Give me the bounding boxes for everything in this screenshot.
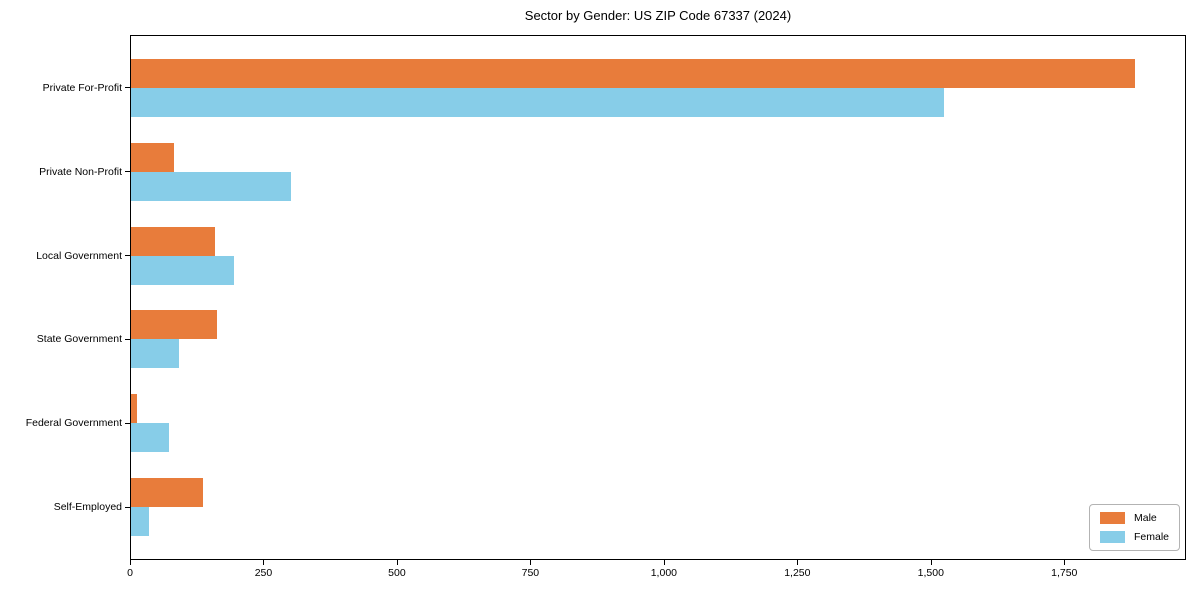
bar-rows — [131, 36, 1185, 559]
y-tick-mark — [125, 422, 130, 424]
x-axis-label: 750 — [521, 567, 540, 579]
bar-female-4 — [131, 423, 169, 453]
bar-male-4 — [131, 394, 137, 424]
legend-label-male: Male — [1133, 512, 1157, 524]
bar-group — [131, 297, 1185, 381]
bar-group — [131, 214, 1185, 298]
x-tick-mark — [930, 560, 932, 565]
x-tick-mark — [530, 560, 532, 565]
bar-group — [131, 46, 1185, 130]
bar-female-5 — [131, 507, 149, 537]
legend-entry: Male — [1099, 512, 1169, 524]
x-tick-mark — [396, 560, 398, 565]
x-axis-label: 0 — [127, 567, 133, 579]
y-tick-mark — [125, 171, 130, 173]
x-axis-label: 1,000 — [650, 567, 677, 579]
bar-male-3 — [131, 310, 218, 340]
y-axis-label: Private Non-Profit — [39, 165, 122, 178]
x-axis-label: 1,750 — [1051, 567, 1078, 579]
x-tick-mark — [1064, 560, 1066, 565]
y-tick-mark — [125, 338, 130, 340]
x-tick-mark — [130, 560, 131, 565]
y-tick-mark — [125, 506, 130, 508]
plot-area: Male Female — [130, 35, 1186, 560]
y-tick-mark — [125, 87, 130, 89]
y-axis-label: Federal Government — [25, 417, 122, 430]
x-tick-mark — [797, 560, 799, 565]
bar-female-1 — [131, 171, 291, 201]
y-axis-label: Local Government — [36, 249, 122, 262]
x-axis-label: 250 — [254, 567, 273, 579]
x-axis-label: 1,500 — [917, 567, 944, 579]
y-axis-label: Private For-Profit — [42, 81, 122, 94]
legend-label-female: Female — [1133, 531, 1169, 543]
y-axis-label: State Government — [36, 333, 122, 346]
legend: Male Female — [1088, 504, 1180, 551]
bar-female-2 — [131, 255, 234, 285]
x-tick-mark — [663, 560, 665, 565]
legend-swatch-female — [1099, 531, 1125, 543]
legend-swatch-male — [1099, 512, 1125, 524]
y-tick-mark — [125, 255, 130, 257]
bar-group — [131, 130, 1185, 214]
bar-male-2 — [131, 226, 216, 256]
bar-female-0 — [131, 87, 944, 117]
bar-group — [131, 381, 1185, 465]
chart-title: Sector by Gender: US ZIP Code 67337 (202… — [524, 8, 792, 23]
x-axis-label: 500 — [388, 567, 406, 579]
y-axis-label: Self-Employed — [53, 501, 122, 514]
bar-group — [131, 465, 1185, 549]
x-axis-label: 1,250 — [784, 567, 811, 579]
x-tick-mark — [263, 560, 265, 565]
legend-entry: Female — [1099, 531, 1169, 543]
bar-male-5 — [131, 478, 203, 508]
bar-female-3 — [131, 339, 180, 369]
bar-male-0 — [131, 58, 1135, 88]
bar-male-1 — [131, 142, 174, 172]
